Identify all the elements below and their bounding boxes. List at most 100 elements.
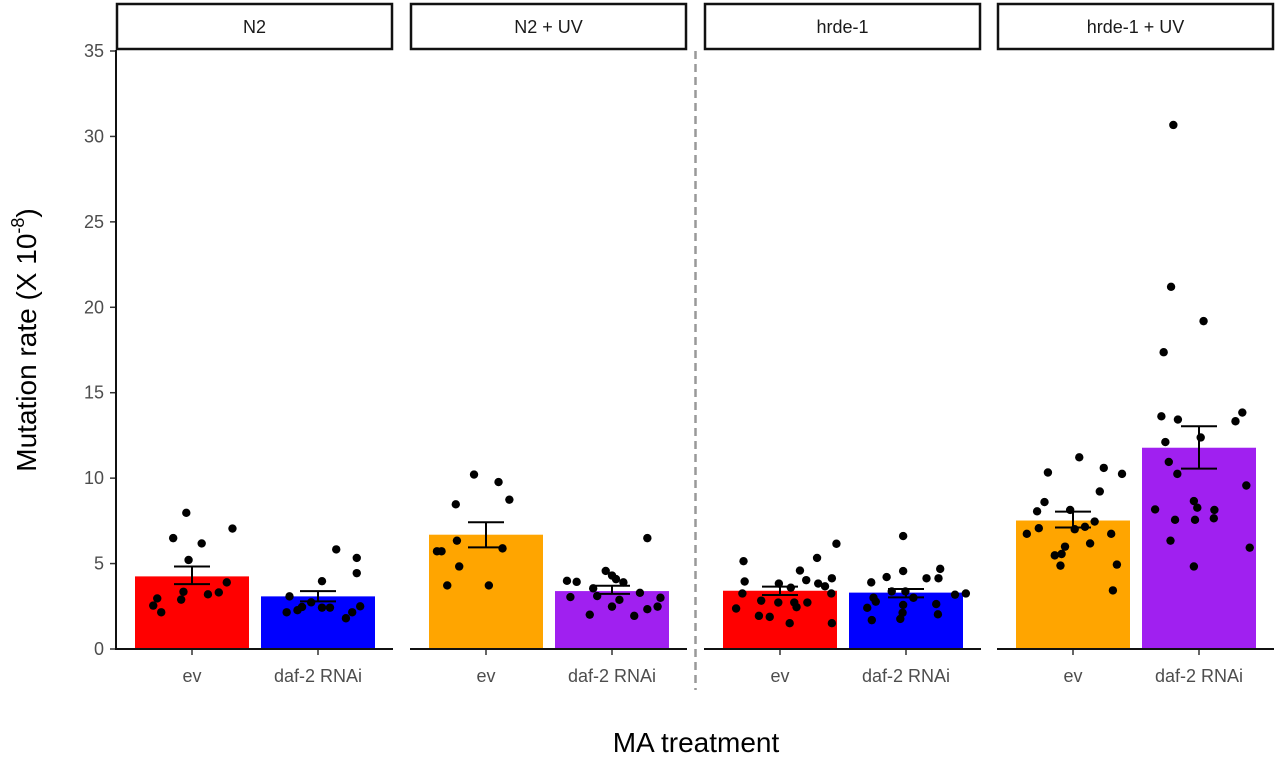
data-point bbox=[1242, 481, 1251, 490]
x-tick-label: daf-2 RNAi bbox=[1155, 666, 1243, 686]
data-point bbox=[896, 614, 905, 624]
data-point bbox=[1210, 505, 1219, 515]
bar bbox=[849, 592, 963, 649]
data-point bbox=[332, 545, 341, 554]
data-point bbox=[1050, 551, 1059, 560]
data-point bbox=[827, 574, 837, 583]
data-point bbox=[611, 574, 621, 584]
data-point bbox=[505, 495, 514, 504]
data-point bbox=[1117, 469, 1127, 479]
y-tick-label: 0 bbox=[94, 639, 104, 659]
data-point bbox=[228, 524, 237, 533]
data-point bbox=[1057, 549, 1066, 559]
data-point bbox=[1199, 316, 1208, 326]
data-point bbox=[898, 531, 908, 541]
data-point bbox=[341, 614, 351, 623]
data-point bbox=[179, 587, 188, 596]
data-point bbox=[203, 590, 213, 599]
y-tick-label: 30 bbox=[84, 126, 104, 146]
x-tick-label: ev bbox=[476, 666, 495, 686]
data-point bbox=[451, 500, 460, 509]
data-point bbox=[306, 598, 316, 607]
y-axis-title-suffix: ) bbox=[11, 208, 42, 217]
data-point bbox=[774, 598, 783, 607]
data-point bbox=[1161, 437, 1170, 447]
data-point bbox=[898, 566, 908, 576]
data-point bbox=[813, 579, 823, 588]
data-point bbox=[740, 577, 749, 586]
y-tick-label: 20 bbox=[84, 297, 104, 317]
data-point bbox=[867, 578, 876, 587]
data-point bbox=[792, 602, 801, 612]
data-point bbox=[348, 608, 357, 617]
data-point bbox=[643, 533, 652, 543]
data-point bbox=[739, 556, 748, 566]
data-point bbox=[1040, 497, 1049, 507]
data-point bbox=[176, 595, 186, 604]
data-point bbox=[1108, 586, 1118, 595]
y-axis-title-superscript: -8 bbox=[8, 218, 28, 234]
data-point bbox=[1034, 524, 1044, 533]
x-tick-label: daf-2 RNAi bbox=[274, 666, 362, 686]
data-point bbox=[1189, 562, 1199, 571]
data-point bbox=[437, 547, 446, 556]
data-point bbox=[1189, 496, 1199, 506]
data-point bbox=[867, 615, 876, 625]
data-point bbox=[827, 619, 837, 628]
bar bbox=[135, 576, 249, 649]
data-point bbox=[222, 578, 231, 587]
data-point bbox=[932, 599, 941, 609]
data-point bbox=[157, 608, 166, 617]
data-point bbox=[184, 555, 193, 565]
data-point bbox=[149, 601, 158, 610]
facet-panel: hrde-1 ev daf-2 RNAi bbox=[703, 2, 982, 686]
x-axis-title: MA treatment bbox=[613, 727, 780, 758]
data-point bbox=[285, 592, 294, 601]
y-axis: 0 5 10 15 20 25 30 35 bbox=[84, 41, 116, 659]
data-point bbox=[619, 578, 628, 587]
y-tick-label: 25 bbox=[84, 212, 104, 232]
data-point bbox=[197, 539, 206, 548]
data-point bbox=[871, 597, 880, 606]
data-point bbox=[352, 553, 361, 563]
data-point bbox=[1070, 525, 1079, 534]
bar bbox=[261, 596, 375, 649]
data-point bbox=[1166, 536, 1175, 545]
data-point bbox=[607, 602, 617, 611]
y-tick-label: 5 bbox=[94, 554, 104, 574]
data-point bbox=[1193, 503, 1202, 512]
data-point bbox=[802, 575, 811, 585]
data-point bbox=[731, 604, 741, 613]
data-point bbox=[317, 603, 327, 612]
data-point bbox=[936, 564, 945, 574]
x-tick-label: daf-2 RNAi bbox=[862, 666, 950, 686]
data-point bbox=[656, 593, 665, 602]
data-point bbox=[1056, 561, 1065, 570]
data-point bbox=[1032, 507, 1042, 516]
data-point bbox=[1095, 487, 1104, 496]
y-tick-label: 10 bbox=[84, 468, 104, 488]
data-point bbox=[214, 588, 223, 597]
data-point bbox=[1173, 415, 1183, 424]
data-point bbox=[293, 606, 302, 615]
data-point bbox=[933, 610, 943, 619]
data-point bbox=[820, 582, 830, 591]
facet-strip-label: N2 bbox=[243, 17, 266, 37]
data-point bbox=[494, 477, 503, 487]
data-point bbox=[812, 553, 822, 563]
facet-strip bbox=[996, 2, 1275, 51]
data-point bbox=[635, 588, 645, 597]
data-point bbox=[1157, 412, 1166, 421]
data-point bbox=[898, 600, 908, 610]
data-point bbox=[738, 589, 747, 598]
data-point bbox=[1159, 348, 1168, 357]
data-point bbox=[455, 562, 464, 571]
data-point bbox=[827, 589, 836, 598]
bar bbox=[555, 591, 669, 649]
data-point bbox=[653, 602, 662, 611]
data-point bbox=[1231, 417, 1240, 426]
bar bbox=[1016, 520, 1130, 649]
facet-strip-label: N2 + UV bbox=[514, 17, 583, 37]
bar bbox=[429, 534, 543, 649]
